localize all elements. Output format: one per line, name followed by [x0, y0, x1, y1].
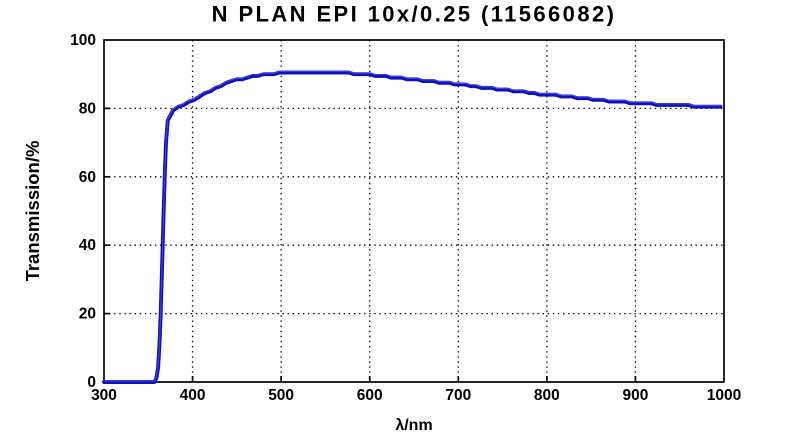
svg-text:400: 400	[180, 387, 206, 404]
svg-text:800: 800	[534, 387, 560, 404]
svg-text:100: 100	[70, 32, 96, 49]
svg-text:500: 500	[268, 387, 294, 404]
svg-text:0: 0	[87, 374, 96, 391]
svg-text:20: 20	[79, 306, 96, 323]
svg-text:900: 900	[622, 387, 648, 404]
svg-text:60: 60	[79, 169, 96, 186]
svg-text:Transmission/%: Transmission/%	[22, 141, 43, 282]
svg-text:1000: 1000	[707, 387, 741, 404]
svg-text:600: 600	[357, 387, 383, 404]
svg-text:80: 80	[79, 100, 96, 117]
svg-text:700: 700	[445, 387, 471, 404]
svg-text:λ/nm: λ/nm	[395, 417, 432, 434]
svg-text:N PLAN EPI 10x/0.25 (11566082): N PLAN EPI 10x/0.25 (11566082)	[212, 2, 617, 27]
svg-text:40: 40	[79, 237, 96, 254]
